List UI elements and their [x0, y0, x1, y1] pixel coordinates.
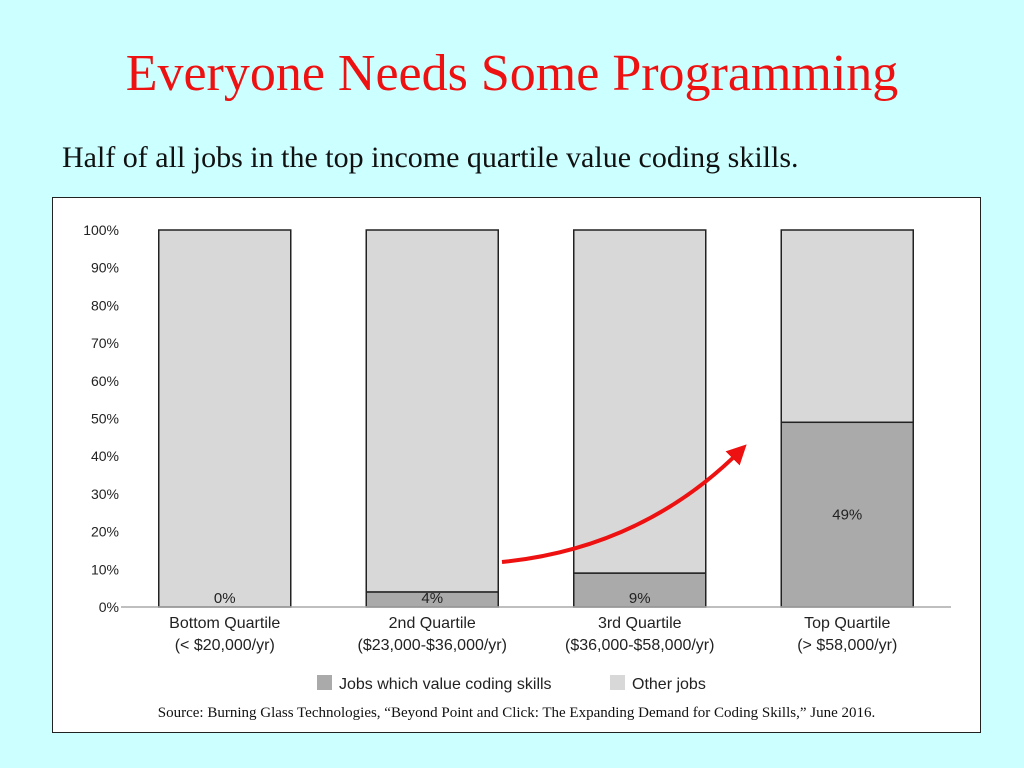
- data-label: 4%: [421, 590, 443, 607]
- source-note: Source: Burning Glass Technologies, “Bey…: [157, 705, 876, 721]
- category-label: Bottom Quartile: [169, 615, 280, 632]
- y-tick-label: 80%: [91, 297, 119, 313]
- category-label: ($36,000-$58,000/yr): [565, 637, 714, 654]
- legend-swatch-other: [610, 675, 625, 690]
- bar-segment-other: [573, 229, 707, 574]
- y-tick-label: 90%: [91, 260, 119, 276]
- bar-segment-coding: [780, 421, 914, 608]
- data-label: 49%: [832, 507, 862, 524]
- category-label: 3rd Quartile: [598, 615, 682, 632]
- category-label: 2nd Quartile: [389, 615, 476, 632]
- legend-label: Jobs which value coding skills: [339, 676, 552, 693]
- slide-title: Everyone Needs Some Programming: [125, 45, 899, 102]
- y-tick-label: 70%: [91, 335, 119, 351]
- y-tick-label: 50%: [91, 411, 119, 427]
- category-label: Top Quartile: [804, 615, 890, 632]
- data-label: 9%: [629, 590, 651, 607]
- legend-swatch-coding: [317, 675, 332, 690]
- y-tick-label: 10%: [91, 561, 119, 577]
- slide-subtitle: Half of all jobs in the top income quart…: [62, 141, 799, 174]
- bar-segment-other: [780, 229, 914, 424]
- category-label: (< $20,000/yr): [175, 637, 275, 654]
- y-tick-label: 40%: [91, 448, 119, 464]
- y-tick-label: 60%: [91, 373, 119, 389]
- y-tick-label: 30%: [91, 486, 119, 502]
- y-tick-label: 20%: [91, 524, 119, 540]
- trend-arrow: [501, 444, 747, 564]
- y-tick-label: 0%: [99, 599, 119, 615]
- bar-segment-coding: [573, 572, 707, 608]
- category-label: (> $58,000/yr): [797, 637, 897, 654]
- y-tick-label: 100%: [83, 222, 119, 238]
- data-label: 0%: [214, 590, 236, 607]
- bar-segment-other: [365, 229, 499, 593]
- chart-figure: 0% 10% 20% 30% 40% 50% 60% 70% 80% 90% 100% 0% 4% 9%…: [52, 197, 981, 733]
- category-label: ($23,000-$36,000/yr): [358, 637, 507, 654]
- bar-segment-other: [158, 229, 292, 608]
- stacked-bar-chart: 0% 10% 20% 30% 40% 50% 60% 70% 80% 90% 100% 0% 4% 9%…: [83, 222, 951, 693]
- legend-label: Other jobs: [632, 676, 706, 693]
